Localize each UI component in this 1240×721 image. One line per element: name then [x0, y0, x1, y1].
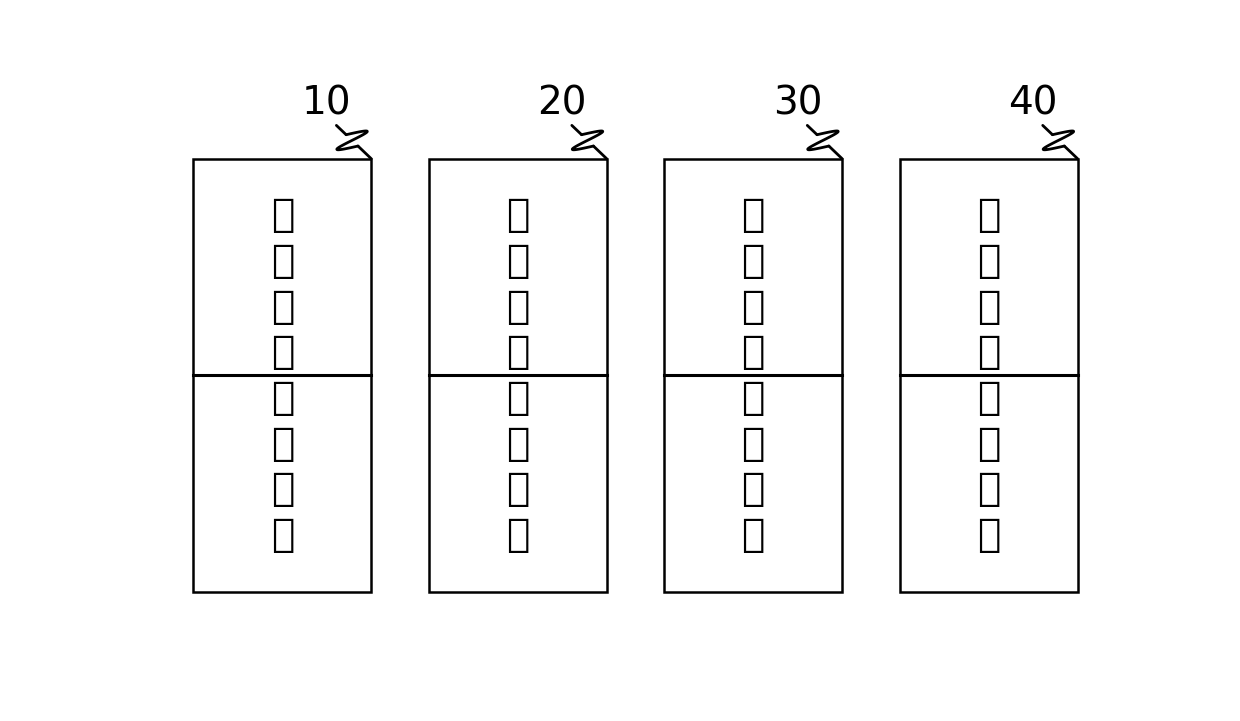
Text: 取: 取 — [270, 425, 294, 463]
Text: 模: 模 — [506, 471, 529, 508]
Text: 30: 30 — [773, 84, 822, 123]
Text: 模: 模 — [977, 471, 1001, 508]
Text: 第: 第 — [506, 196, 529, 234]
Text: 获: 获 — [506, 379, 529, 417]
Text: 力: 力 — [506, 288, 529, 326]
Text: 获: 获 — [977, 379, 1001, 417]
Text: 一: 一 — [270, 242, 294, 280]
Text: 矩: 矩 — [506, 333, 529, 371]
Text: 模: 模 — [270, 471, 294, 508]
Text: 获: 获 — [270, 379, 294, 417]
Text: 第: 第 — [742, 196, 765, 234]
Text: 取: 取 — [742, 425, 765, 463]
Text: 40: 40 — [1008, 84, 1058, 123]
Text: 矩: 矩 — [270, 333, 294, 371]
Text: 块: 块 — [506, 516, 529, 554]
Text: 取: 取 — [977, 425, 1001, 463]
Text: 二: 二 — [506, 242, 529, 280]
Text: 矩: 矩 — [742, 333, 765, 371]
Text: 模: 模 — [742, 471, 765, 508]
Text: 块: 块 — [270, 516, 294, 554]
Bar — [665, 159, 842, 592]
Text: 平: 平 — [977, 288, 1001, 326]
Text: 块: 块 — [742, 516, 765, 554]
Text: 20: 20 — [537, 84, 587, 123]
Text: 三: 三 — [742, 242, 765, 280]
Text: 力: 力 — [270, 288, 294, 326]
Bar — [193, 159, 371, 592]
Bar — [900, 159, 1078, 592]
Bar — [429, 159, 606, 592]
Text: 取: 取 — [506, 425, 529, 463]
Text: 10: 10 — [303, 84, 352, 123]
Text: 块: 块 — [977, 516, 1001, 554]
Text: 力: 力 — [742, 288, 765, 326]
Text: 第: 第 — [270, 196, 294, 234]
Text: 静: 静 — [977, 196, 1001, 234]
Text: 获: 获 — [742, 379, 765, 417]
Text: 衡: 衡 — [977, 333, 1001, 371]
Text: 不: 不 — [977, 242, 1001, 280]
